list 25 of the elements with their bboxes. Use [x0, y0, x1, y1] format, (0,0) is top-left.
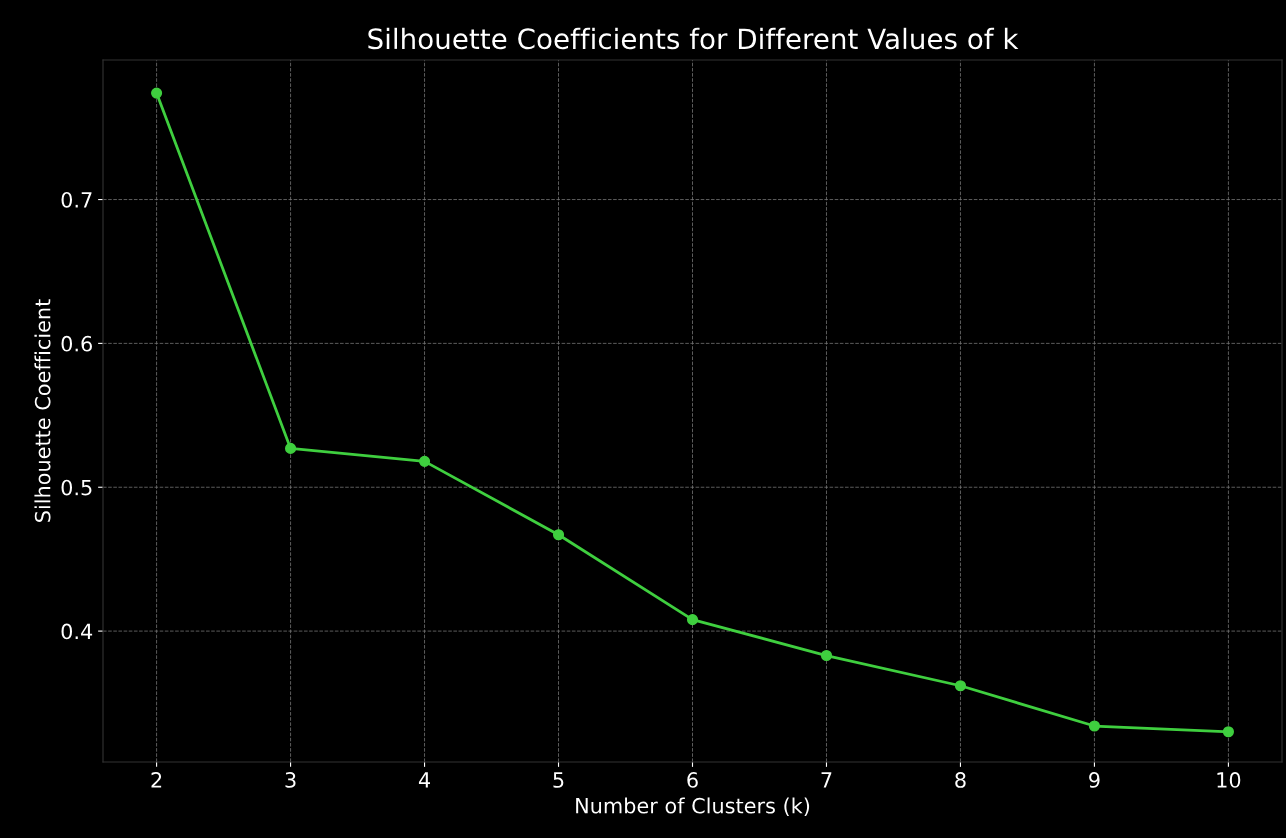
- y-tick-label: 0.6: [61, 335, 92, 352]
- y-tick-label: 0.4: [61, 623, 93, 640]
- x-tick-label: 8: [955, 772, 966, 788]
- x-tick-label: 3: [285, 772, 296, 788]
- x-tick-label: 6: [687, 772, 698, 788]
- point: [954, 680, 967, 692]
- x-tick-label: 9: [1089, 772, 1100, 788]
- x-tick-label: 10: [1217, 772, 1241, 788]
- chart-title: Silhouette Coefficients for Different Values of k: [368, 27, 1019, 50]
- point: [418, 455, 431, 467]
- point: [820, 649, 833, 662]
- point: [151, 87, 163, 99]
- x-tick-label: 2: [151, 772, 162, 788]
- point: [1088, 720, 1100, 732]
- point: [1222, 726, 1234, 738]
- point: [285, 442, 297, 454]
- x-tick-label: 4: [418, 772, 430, 788]
- point: [686, 614, 699, 626]
- y-tick-label: 0.5: [61, 479, 92, 496]
- x-axis-title: Number of Clusters (k): [576, 797, 810, 817]
- x-tick-label: 7: [821, 772, 832, 788]
- y-tick-label: 0.7: [61, 191, 92, 208]
- point: [552, 529, 565, 541]
- y-axis-title: Silhouette Coefficient: [34, 299, 51, 522]
- x-tick-label: 5: [553, 772, 564, 788]
